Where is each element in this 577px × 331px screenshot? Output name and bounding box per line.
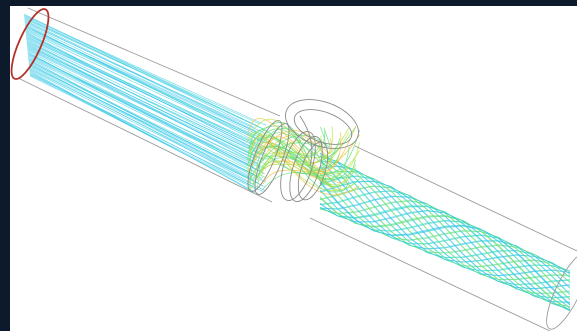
streamline bbox=[26, 42, 266, 157]
streamline bbox=[24, 23, 263, 135]
pipe-outline bbox=[17, 7, 577, 331]
streamline bbox=[26, 44, 256, 159]
cfd-visualization bbox=[10, 6, 577, 331]
streamline bbox=[27, 53, 267, 170]
streamline bbox=[29, 69, 266, 188]
streamline bbox=[26, 35, 255, 150]
downstream-streamlines bbox=[319, 152, 571, 312]
streamline bbox=[27, 46, 265, 162]
streamline bbox=[249, 147, 356, 191]
streamline bbox=[253, 136, 321, 164]
valve-flange-1 bbox=[247, 120, 283, 192]
streamline bbox=[28, 56, 264, 173]
valve-flange-2 bbox=[254, 123, 290, 195]
streamline bbox=[319, 159, 571, 289]
streamline bbox=[24, 20, 256, 132]
streamline bbox=[28, 57, 265, 175]
valve-disc-1 bbox=[280, 131, 316, 201]
streamline bbox=[253, 126, 326, 185]
valve-disc-2 bbox=[289, 135, 323, 203]
streamline bbox=[319, 200, 571, 307]
streamline bbox=[24, 21, 257, 133]
streamline bbox=[249, 132, 356, 191]
streamline bbox=[27, 49, 266, 165]
streamline bbox=[319, 170, 571, 280]
streamline bbox=[29, 73, 263, 192]
streamline bbox=[256, 129, 360, 179]
pipe-bottom-edge-upstream bbox=[17, 77, 273, 203]
upstream-streamlines bbox=[23, 13, 267, 195]
streamline bbox=[26, 40, 255, 154]
streamline bbox=[319, 203, 571, 312]
streamline bbox=[28, 64, 260, 182]
streamline bbox=[319, 173, 571, 301]
inlet-ring bbox=[10, 8, 50, 80]
streamline bbox=[249, 128, 325, 177]
valve-bonnet-inner bbox=[293, 109, 353, 145]
streamline bbox=[28, 66, 260, 184]
streamline bbox=[319, 181, 571, 290]
pipe-bottom-edge-downstream bbox=[309, 217, 551, 331]
streamline bbox=[29, 75, 259, 195]
pipe-top-edge-downstream bbox=[354, 145, 577, 252]
streamline bbox=[25, 27, 260, 140]
streamline bbox=[26, 38, 261, 153]
streamline bbox=[26, 37, 267, 152]
streamline bbox=[24, 18, 265, 131]
streamline bbox=[319, 166, 571, 295]
streamline bbox=[319, 205, 571, 310]
valve-housing bbox=[247, 99, 359, 203]
streamline bbox=[249, 127, 331, 179]
streamline bbox=[23, 14, 267, 126]
streamline bbox=[247, 118, 349, 184]
streamline bbox=[28, 65, 267, 183]
streamline bbox=[246, 128, 340, 167]
streamline bbox=[25, 26, 267, 139]
streamline bbox=[29, 74, 255, 194]
valve-stem bbox=[299, 115, 313, 167]
streamline bbox=[27, 50, 262, 166]
streamline bbox=[25, 34, 264, 148]
streamline bbox=[28, 61, 266, 178]
outlet-ring bbox=[546, 252, 577, 330]
streamline bbox=[319, 190, 571, 298]
streamline bbox=[319, 165, 571, 276]
streamline bbox=[319, 185, 571, 294]
streamline bbox=[247, 134, 332, 185]
streamline bbox=[319, 182, 571, 306]
streamline bbox=[24, 22, 266, 134]
streamline bbox=[24, 17, 264, 130]
streamline bbox=[28, 62, 263, 179]
streamline bbox=[256, 137, 360, 193]
valve-disc-3 bbox=[297, 141, 329, 201]
streamline bbox=[247, 130, 332, 173]
streamline bbox=[27, 48, 258, 164]
streamline bbox=[319, 175, 571, 285]
streamline bbox=[319, 198, 571, 311]
valve-streamlines bbox=[246, 118, 360, 195]
streamline bbox=[25, 29, 263, 143]
streamline bbox=[25, 31, 257, 145]
streamline bbox=[25, 30, 266, 144]
pipe-top-edge bbox=[27, 7, 281, 117]
streamline bbox=[256, 135, 322, 191]
streamline bbox=[29, 68, 263, 186]
streamline bbox=[319, 160, 571, 272]
streamline-plot bbox=[10, 7, 577, 331]
streamline bbox=[24, 15, 259, 127]
streamline bbox=[319, 190, 571, 309]
streamline bbox=[319, 155, 571, 284]
